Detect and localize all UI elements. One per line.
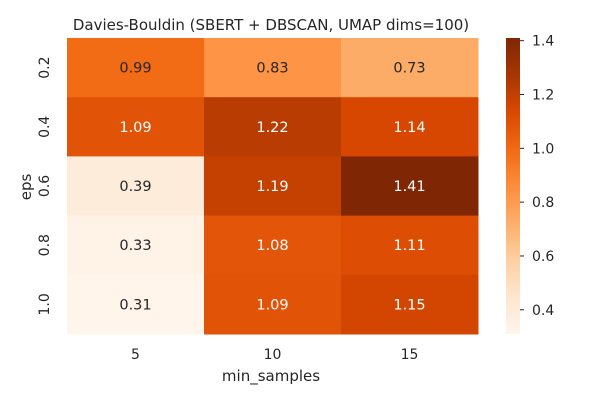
cell-value-label: 1.09 xyxy=(256,297,288,313)
cell-value-label: 1.11 xyxy=(393,238,425,254)
colorbar-tick-label: 1.4 xyxy=(532,34,554,50)
heatmap-cell xyxy=(67,215,205,276)
colorbar: 0.4 0.6 0.8 1.0 1.2 1.4 xyxy=(506,34,554,334)
heatmap-cell xyxy=(67,274,205,335)
cell-value-label: 1.19 xyxy=(256,179,288,195)
heatmap-cell xyxy=(204,215,342,276)
cell-value-label: 1.15 xyxy=(393,297,425,313)
heatmap-cell xyxy=(204,156,342,217)
heatmap-cell xyxy=(341,156,479,217)
x-tick-label: 10 xyxy=(264,347,282,363)
cell-value-label: 0.33 xyxy=(119,238,151,254)
y-tick-label: 1.0 xyxy=(37,293,53,315)
chart-title: Davies-Bouldin (SBERT + DBSCAN, UMAP dim… xyxy=(73,16,469,34)
colorbar-tick-label: 1.0 xyxy=(532,141,554,157)
heatmap-cell xyxy=(67,38,205,98)
cell-value-label: 1.09 xyxy=(119,120,151,136)
colorbar-ticks: 0.4 0.6 0.8 1.0 1.2 1.4 xyxy=(520,34,554,319)
heatmap-cell xyxy=(341,274,479,335)
x-tick-label: 5 xyxy=(131,347,140,363)
cell-value-label: 1.41 xyxy=(393,179,425,195)
heatmap-cells xyxy=(67,38,479,335)
heatmap-cell xyxy=(67,97,205,157)
heatmap-cell xyxy=(341,215,479,276)
cell-value-label: 0.73 xyxy=(393,61,425,77)
y-axis-label: eps xyxy=(17,174,35,201)
y-tick-label: 0.2 xyxy=(37,56,53,78)
heatmap-cell xyxy=(341,97,479,157)
cell-value-label: 1.14 xyxy=(393,120,425,136)
colorbar-tick-label: 0.8 xyxy=(532,195,554,211)
colorbar-tick-label: 0.4 xyxy=(532,303,554,319)
x-axis-ticks: 5 10 15 xyxy=(131,347,418,363)
x-tick-label: 15 xyxy=(401,347,419,363)
heatmap-cell xyxy=(341,38,479,98)
heatmap-cell xyxy=(67,156,205,217)
cell-value-label: 0.31 xyxy=(119,297,151,313)
y-tick-label: 0.6 xyxy=(37,175,53,197)
y-tick-label: 0.8 xyxy=(37,234,53,256)
cell-value-label: 0.99 xyxy=(119,61,151,77)
x-axis-label: min_samples xyxy=(222,367,320,386)
cell-value-label: 0.83 xyxy=(256,61,288,77)
y-axis-ticks: 0.2 0.4 0.6 0.8 1.0 xyxy=(37,56,53,315)
colorbar-gradient xyxy=(506,38,520,334)
heatmap-cell xyxy=(204,38,342,98)
colorbar-tick-label: 1.2 xyxy=(532,88,554,104)
heatmap-cell xyxy=(204,97,342,157)
heatmap-cell xyxy=(204,274,342,335)
cell-value-label: 0.39 xyxy=(119,179,151,195)
y-tick-label: 0.4 xyxy=(37,116,53,138)
heatmap-cell-labels: 0.99 0.83 0.73 1.09 1.22 1.14 0.39 1.19 1.41 0.33… xyxy=(119,61,425,314)
cell-value-label: 1.08 xyxy=(256,238,288,254)
cell-value-label: 1.22 xyxy=(256,120,288,136)
colorbar-tick-label: 0.6 xyxy=(532,249,554,265)
